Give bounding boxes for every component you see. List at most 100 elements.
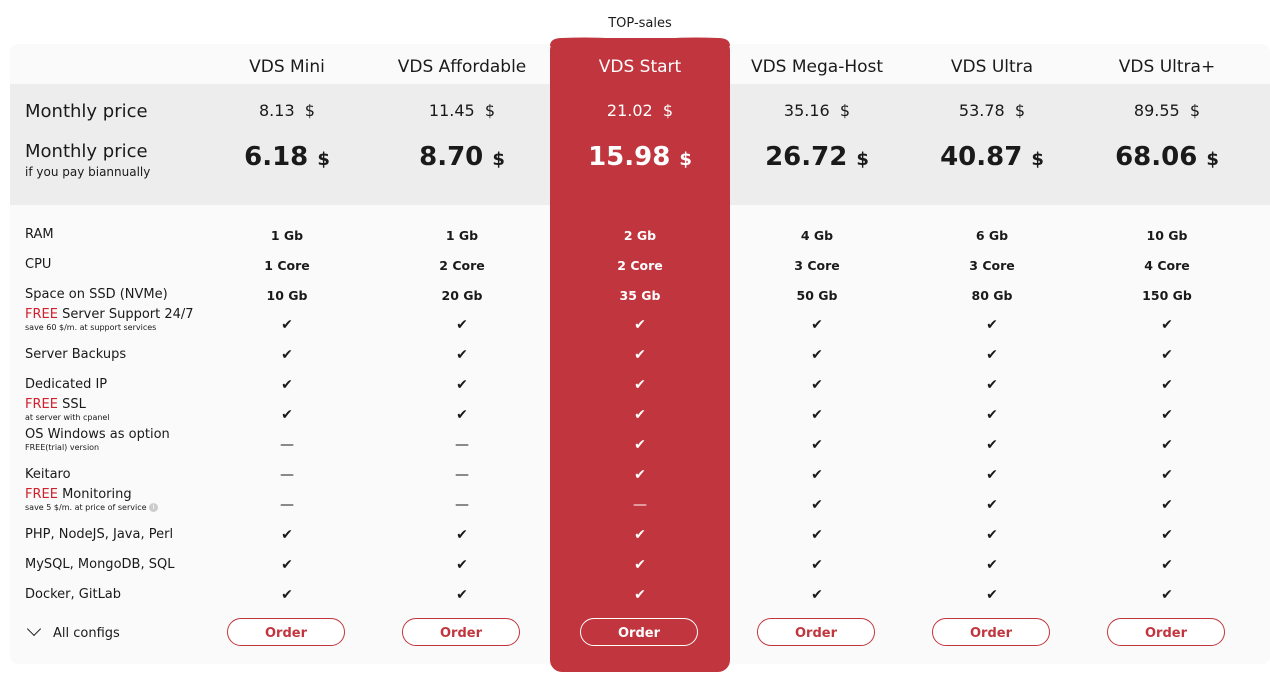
feature-name: RAM xyxy=(25,227,54,242)
feature-note: FREE(trial) version xyxy=(25,443,170,452)
monthly-price: 89.55 $ xyxy=(1079,101,1255,120)
feature-label: FREE SSL at server with cpanel xyxy=(25,397,110,422)
check-icon: ✔ xyxy=(811,587,823,603)
order-button-6[interactable]: Order xyxy=(1107,618,1225,646)
check-icon: ✔ xyxy=(811,407,823,423)
check-icon: ✔ xyxy=(456,347,468,363)
check-icon: ✔ xyxy=(281,587,293,603)
feature-label: FREE Server Support 24/7 save 60 $/m. at … xyxy=(25,307,194,332)
check-icon: ✔ xyxy=(1161,347,1173,363)
feature-value: 2 Gb xyxy=(623,228,657,243)
feature-value: 6 Gb xyxy=(975,228,1009,243)
check-icon: ✔ xyxy=(1161,557,1173,573)
check-icon: ✔ xyxy=(811,497,823,513)
feature-name: Monitoring xyxy=(57,487,132,502)
price-value: 40.87 xyxy=(940,142,1023,172)
free-tag: FREE xyxy=(25,397,58,412)
check-icon: ✔ xyxy=(634,557,646,573)
check-icon: ✔ xyxy=(1161,437,1173,453)
price-value: 89.55 xyxy=(1133,101,1180,120)
check-icon: ✔ xyxy=(456,587,468,603)
check-icon: ✔ xyxy=(986,347,998,363)
feature-value: 4 Gb xyxy=(800,228,834,243)
price-value: 8.70 xyxy=(419,142,484,172)
check-icon: ✔ xyxy=(634,347,646,363)
all-configs-toggle[interactable]: All configs xyxy=(25,621,120,641)
monthly-price: 21.02 $ xyxy=(552,101,728,120)
feature-label: Docker, GitLab xyxy=(25,587,121,602)
check-icon: ✔ xyxy=(456,527,468,543)
dash-icon: — xyxy=(455,437,469,453)
feature-value: 2 Core xyxy=(617,258,663,273)
monthly-price-bi-label: Monthly price xyxy=(25,141,148,162)
order-button-4[interactable]: Order xyxy=(757,618,875,646)
currency: $ xyxy=(1014,101,1026,120)
check-icon: ✔ xyxy=(1161,467,1173,483)
currency: $ xyxy=(679,149,692,170)
top-sales-label: TOP-sales xyxy=(608,16,672,31)
feature-value: 3 Core xyxy=(794,258,840,273)
feature-value: 1 Gb xyxy=(445,228,479,243)
monthly-price: 8.13 $ xyxy=(199,101,375,120)
feature-value: 10 Gb xyxy=(1146,228,1188,243)
feature-label: Dedicated IP xyxy=(25,377,107,392)
feature-label: Space on SSD (NVMe) xyxy=(25,287,168,302)
currency: $ xyxy=(662,101,674,120)
feature-note: at server with cpanel xyxy=(25,413,110,422)
feature-note-text: save 60 $/m. at support services xyxy=(25,323,157,332)
check-icon: ✔ xyxy=(1161,377,1173,393)
feature-name: SSL xyxy=(57,397,86,412)
order-button-1[interactable]: Order xyxy=(227,618,345,646)
check-icon: ✔ xyxy=(1161,317,1173,333)
currency: $ xyxy=(1206,149,1219,170)
feature-value: 4 Core xyxy=(1144,258,1190,273)
check-icon: ✔ xyxy=(281,557,293,573)
check-icon: ✔ xyxy=(281,377,293,393)
check-icon: ✔ xyxy=(634,407,646,423)
price-value: 15.98 xyxy=(588,142,671,172)
monthly-price: 11.45 $ xyxy=(374,101,550,120)
order-button-5[interactable]: Order xyxy=(932,618,1050,646)
monthly-price-biannual: 40.87 $ xyxy=(904,142,1080,172)
check-icon: ✔ xyxy=(281,527,293,543)
currency: $ xyxy=(492,149,505,170)
plan-name: VDS Ultra xyxy=(950,57,1034,77)
monthly-price-bi-sublabel: if you pay biannually xyxy=(25,165,151,179)
check-icon: ✔ xyxy=(634,317,646,333)
check-icon: ✔ xyxy=(281,347,293,363)
feature-name: Docker, GitLab xyxy=(25,587,122,602)
currency: $ xyxy=(1189,101,1201,120)
price-value: 35.16 xyxy=(783,101,830,120)
feature-value: 20 Gb xyxy=(441,288,483,303)
feature-name: Server Backups xyxy=(25,347,127,362)
price-value: 8.13 xyxy=(259,101,295,120)
feature-name: OS Windows as option xyxy=(25,427,170,442)
plan-name: VDS Affordable xyxy=(397,57,527,77)
chevron-down-icon xyxy=(26,621,42,637)
price-value: 6.18 xyxy=(244,142,309,172)
currency: $ xyxy=(1031,149,1044,170)
order-button-2[interactable]: Order xyxy=(402,618,520,646)
info-icon[interactable]: i xyxy=(149,503,159,512)
monthly-price-biannual: 8.70 $ xyxy=(374,142,550,172)
currency: $ xyxy=(317,149,330,170)
monthly-price-biannual: 26.72 $ xyxy=(729,142,905,172)
feature-note-text: at server with cpanel xyxy=(25,413,110,422)
feature-value: 1 Core xyxy=(264,258,310,273)
feature-value: 1 Gb xyxy=(270,228,304,243)
dash-icon: — xyxy=(280,437,294,453)
order-button-3[interactable]: Order xyxy=(580,618,698,646)
feature-label: Keitaro xyxy=(25,467,71,482)
monthly-price-biannual: 15.98 $ xyxy=(552,142,728,172)
check-icon: ✔ xyxy=(1161,587,1173,603)
check-icon: ✔ xyxy=(634,467,646,483)
feature-name: Keitaro xyxy=(25,467,71,482)
feature-value: 2 Core xyxy=(439,258,485,273)
check-icon: ✔ xyxy=(986,497,998,513)
highlighted-plan-column xyxy=(550,38,730,672)
plan-name: VDS Mini xyxy=(249,57,325,77)
dash-icon: — xyxy=(280,467,294,483)
feature-value: 50 Gb xyxy=(796,288,838,303)
feature-label: Server Backups xyxy=(25,347,126,362)
check-icon: ✔ xyxy=(811,437,823,453)
